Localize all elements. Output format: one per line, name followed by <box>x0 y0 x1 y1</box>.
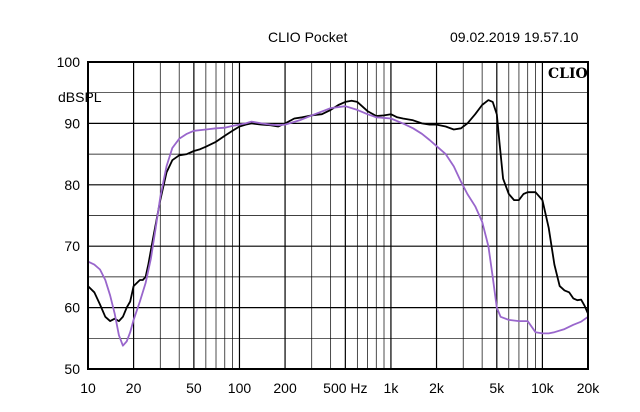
grid-minor <box>88 62 588 369</box>
x-tick-label: 100 <box>228 380 252 396</box>
plot-frame <box>87 61 589 370</box>
y-tick-label: 90 <box>64 115 80 131</box>
y-tick-labels: 100 90 80 70 60 50 <box>57 54 81 377</box>
x-tick-label: 50 <box>186 380 202 396</box>
x-tick-label: 1k <box>384 380 400 396</box>
x-tick-label: 500 Hz <box>323 380 367 396</box>
x-tick-label: 10k <box>531 380 555 396</box>
series-purple-line <box>87 105 589 347</box>
series-layer <box>87 99 589 347</box>
x-tick-label: 20 <box>126 380 142 396</box>
x-tick-label: 2k <box>429 380 445 396</box>
x-tick-label: 10 <box>80 380 96 396</box>
x-tick-label: 5k <box>489 380 505 396</box>
y-tick-label: 60 <box>64 300 80 316</box>
app-title: CLIO Pocket <box>268 29 347 45</box>
y-tick-label: 70 <box>64 238 80 254</box>
x-tick-label: 20k <box>577 380 601 396</box>
y-tick-label: 50 <box>64 361 80 377</box>
timestamp: 09.02.2019 19.57.10 <box>450 29 579 45</box>
clio-logo: CLIO <box>548 66 588 82</box>
y-tick-label: 80 <box>64 177 80 193</box>
y-axis-label: dBSPL <box>58 89 102 105</box>
x-tick-label: 200 <box>273 380 297 396</box>
series-black-line <box>87 99 589 322</box>
x-tick-labels: 10 20 50 100 200 500 Hz 1k 2k 5k 10k 20k <box>80 380 600 396</box>
y-tick-label: 100 <box>57 54 81 70</box>
